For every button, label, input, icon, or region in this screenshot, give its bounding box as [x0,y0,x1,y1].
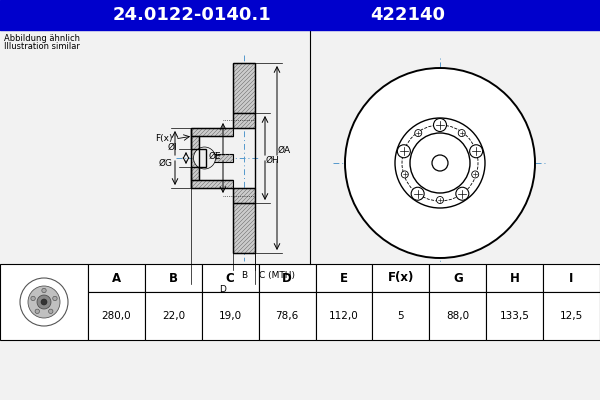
Text: ØG: ØG [159,158,173,168]
Bar [0,0,600,30]
Circle shape [456,187,469,200]
Bar [543,292,600,340]
Circle shape [340,63,540,263]
Bar [259,264,316,292]
Text: 88,0: 88,0 [446,311,469,321]
Text: 422140: 422140 [371,6,445,24]
Circle shape [35,309,40,314]
Bar [0,264,88,340]
Circle shape [193,147,215,169]
Bar [88,264,145,292]
Bar [191,136,199,180]
Bar [191,128,233,136]
Text: E: E [340,272,348,284]
Text: 280,0: 280,0 [101,311,131,321]
Bar [145,264,202,292]
Bar [430,292,486,340]
Bar [206,154,233,162]
Text: Abbildung ähnlich: Abbildung ähnlich [4,34,80,43]
Circle shape [53,296,57,301]
Bar [199,149,206,167]
Circle shape [472,171,479,178]
Bar [543,264,600,292]
Circle shape [401,171,409,178]
Circle shape [37,295,51,309]
Text: 24.0122-0140.1: 24.0122-0140.1 [113,6,271,24]
Circle shape [49,309,53,314]
Text: B: B [169,272,178,284]
Bar [486,292,543,340]
Bar [186,149,204,167]
Circle shape [31,296,35,301]
Circle shape [28,286,60,318]
Text: ØA: ØA [278,146,291,154]
Text: C (MTH): C (MTH) [259,271,295,280]
Text: I: I [569,272,574,284]
Bar [316,264,373,292]
Bar [202,264,259,292]
Text: 22,0: 22,0 [162,311,185,321]
Bar [191,180,233,188]
Bar [145,292,202,340]
Bar [171,149,191,167]
Bar [88,292,145,340]
Text: ØH: ØH [266,156,280,164]
Text: 78,6: 78,6 [275,311,299,321]
Circle shape [345,68,535,258]
Bar [316,292,373,340]
Circle shape [41,299,47,305]
Circle shape [415,130,422,136]
Bar [233,63,255,113]
Bar [233,188,255,203]
Text: 5: 5 [398,311,404,321]
Circle shape [397,145,410,158]
Text: A: A [112,272,121,284]
Circle shape [437,196,443,204]
Text: F(x): F(x) [155,134,173,142]
Bar [259,292,316,340]
Bar [233,203,255,253]
Text: 112,0: 112,0 [329,311,359,321]
Circle shape [20,278,68,326]
Bar [373,292,430,340]
Bar [430,264,486,292]
Text: F(x): F(x) [388,272,414,284]
Text: ØE: ØE [208,152,221,160]
Circle shape [411,187,424,200]
Circle shape [42,288,46,293]
Circle shape [470,145,482,158]
Text: D: D [220,285,226,294]
Text: Illustration similar: Illustration similar [4,42,80,51]
Circle shape [433,118,446,132]
Text: H: H [510,272,520,284]
Circle shape [458,130,465,136]
Text: 19,0: 19,0 [218,311,242,321]
Bar [486,264,543,292]
Text: D: D [282,272,292,284]
Text: 12,5: 12,5 [560,311,583,321]
Circle shape [432,155,448,171]
Bar [373,264,430,292]
Bar [202,292,259,340]
Text: G: G [453,272,463,284]
Bar [233,113,255,128]
Text: C: C [226,272,235,284]
Text: ØI: ØI [167,143,177,152]
Text: 133,5: 133,5 [500,311,530,321]
Text: B: B [241,271,247,280]
